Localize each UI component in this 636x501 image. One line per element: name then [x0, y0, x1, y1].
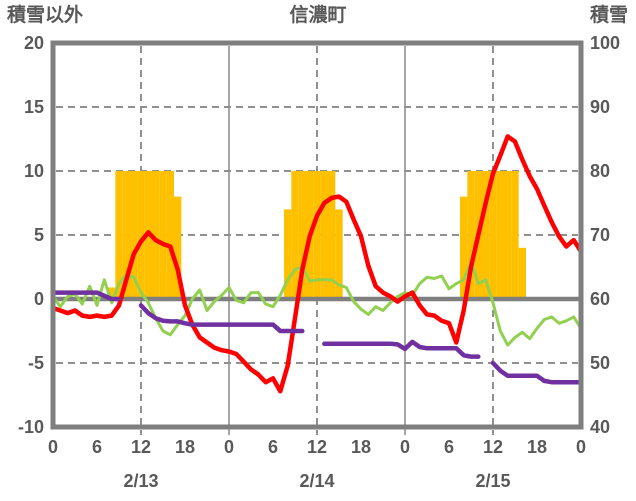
sunshine-bars-bar [291, 171, 299, 299]
sunshine-bars-bar [518, 247, 526, 299]
sunshine-bars-bar [496, 171, 504, 299]
date-label: 2/14 [299, 471, 334, 491]
sunshine-bars-bar [489, 171, 497, 299]
sunshine-bars-bar [298, 171, 306, 299]
sunshine-bars-bar [108, 287, 116, 299]
snow-depth-line [138, 303, 305, 334]
right-tick-label: 90 [590, 97, 610, 117]
green-line-line [51, 260, 583, 347]
sunshine-bars-bar [482, 171, 490, 299]
sunshine-bars-bar [284, 209, 292, 299]
x-tick-label: 18 [527, 437, 547, 457]
sunshine-bars-bar [320, 171, 328, 299]
snow-depth-line [490, 360, 584, 385]
sunshine-bars-bar [122, 171, 130, 299]
x-tick-label: 6 [92, 437, 102, 457]
date-label: 2/15 [475, 471, 510, 491]
x-tick-label: 0 [224, 437, 234, 457]
sunshine-bars-bar [159, 171, 167, 299]
left-tick-label: 15 [24, 97, 44, 117]
right-tick-label: 60 [590, 289, 610, 309]
x-tick-label: 6 [444, 437, 454, 457]
x-tick-label: 0 [576, 437, 586, 457]
right-tick-label: 50 [590, 353, 610, 373]
sunshine-bars-bar [467, 171, 475, 299]
snow-depth-line [322, 339, 481, 359]
sunshine-bars-bar [137, 171, 145, 299]
left-axis-title: 積雪以外 [7, 5, 84, 26]
sunshine-bars-bar [313, 171, 321, 299]
x-tick-label: 12 [483, 437, 503, 457]
sunshine-bars-bar [152, 171, 160, 299]
x-tick-label: 0 [48, 437, 58, 457]
right-axis-title: 積雪 [589, 5, 628, 26]
right-tick-label: 100 [590, 33, 620, 53]
sunshine-bars-bar [174, 196, 182, 299]
sunshine-bars-bar [460, 196, 468, 299]
x-tick-label: 0 [400, 437, 410, 457]
left-tick-label: -10 [18, 417, 44, 437]
left-tick-label: 5 [34, 225, 44, 245]
sunshine-bars-bar [511, 171, 519, 299]
temperature-line [50, 134, 584, 394]
left-tick-label: -5 [28, 353, 44, 373]
date-label: 2/13 [123, 471, 158, 491]
sunshine-bars-bar [115, 171, 123, 299]
chart-title: 信濃町 [289, 5, 347, 26]
sunshine-bars-bar [504, 171, 512, 299]
left-tick-label: 10 [24, 161, 44, 181]
x-tick-label: 18 [175, 437, 195, 457]
left-tick-label: 20 [24, 33, 44, 53]
x-tick-label: 12 [131, 437, 151, 457]
x-tick-label: 12 [307, 437, 327, 457]
sunshine-bars-bar [166, 171, 174, 299]
sunshine-bars-bar [328, 171, 336, 299]
snow-depth-line [50, 290, 122, 302]
left-tick-label: 0 [34, 289, 44, 309]
sunshine-bars-bar [335, 209, 343, 299]
x-tick-label: 6 [268, 437, 278, 457]
right-tick-label: 40 [590, 417, 610, 437]
right-tick-label: 70 [590, 225, 610, 245]
right-tick-label: 80 [590, 161, 610, 181]
x-tick-label: 18 [351, 437, 371, 457]
plot-frame [50, 40, 584, 430]
sunshine-bars-bar [130, 171, 138, 299]
